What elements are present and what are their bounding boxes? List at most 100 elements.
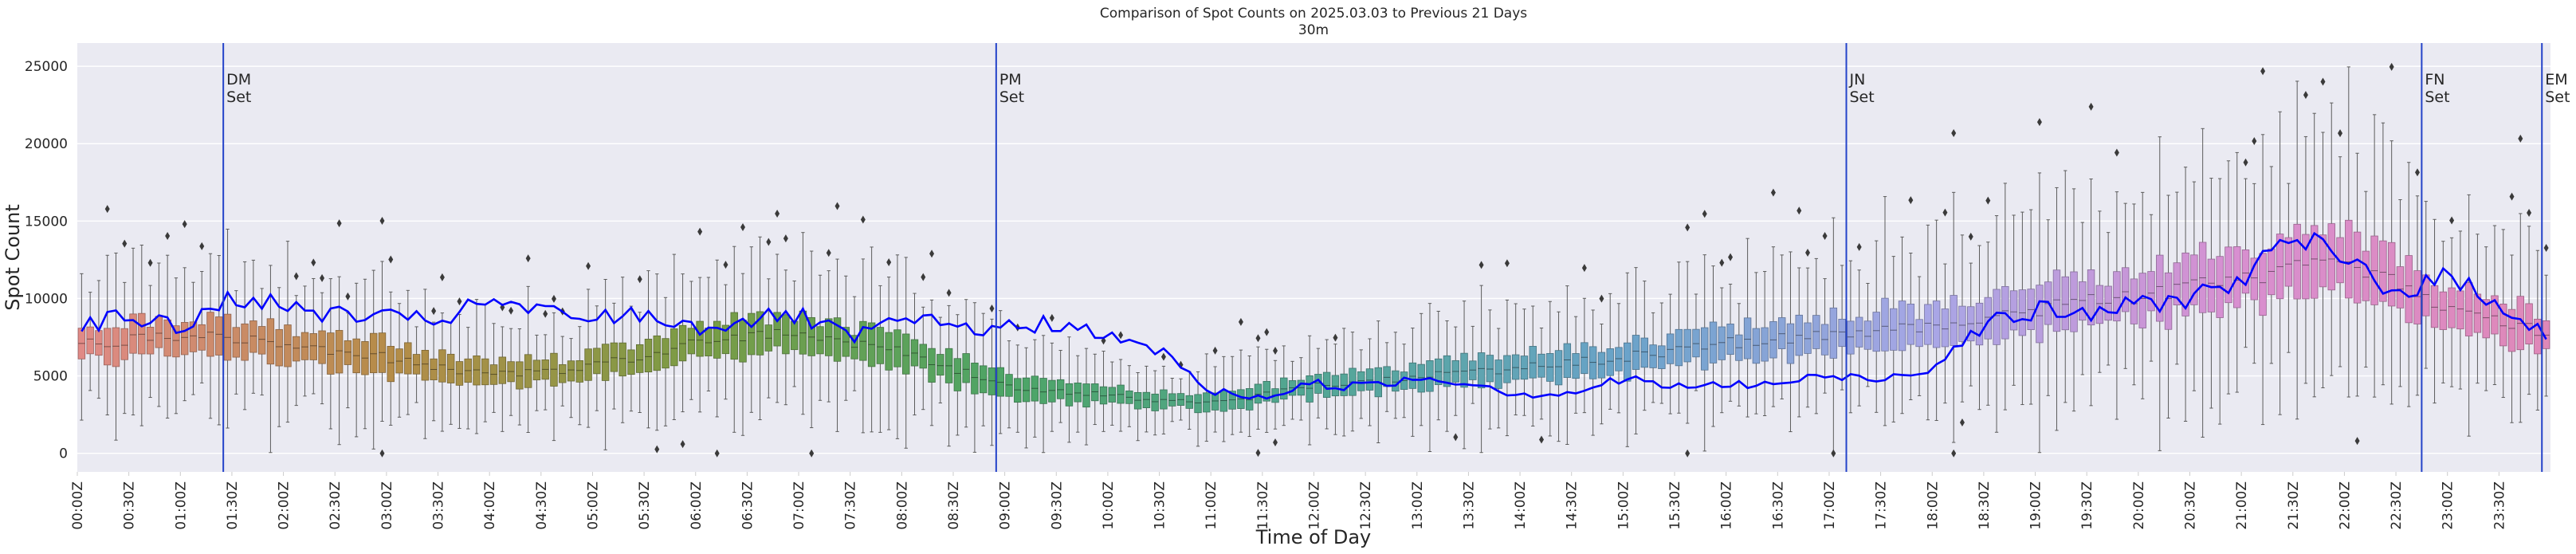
box — [1451, 326, 1459, 416]
box — [2121, 202, 2130, 369]
box-body — [2061, 276, 2069, 331]
outlier-point — [551, 294, 556, 303]
box-body — [2009, 290, 2018, 331]
x-tick-label: 13:30Z — [1461, 481, 1477, 530]
box — [2379, 122, 2387, 386]
outlier-point — [1951, 449, 1957, 458]
box-body — [902, 333, 910, 375]
box-body — [1048, 379, 1056, 403]
box — [198, 271, 206, 383]
outlier-point — [1212, 346, 1218, 355]
box-body — [1718, 326, 1726, 360]
box — [1306, 335, 1314, 446]
box — [1692, 293, 1700, 391]
box — [395, 303, 403, 418]
box — [1443, 320, 1451, 432]
box — [446, 321, 455, 425]
box — [430, 321, 438, 422]
box-body — [1597, 352, 1606, 379]
box — [636, 312, 644, 413]
x-tick-label: 04:00Z — [482, 481, 498, 530]
box — [1494, 328, 1502, 429]
y-axis-label: Spot Count — [2, 204, 24, 310]
box-body — [1675, 328, 1683, 367]
box — [773, 253, 781, 403]
box — [1168, 378, 1176, 422]
box — [2070, 188, 2078, 412]
outlier-point — [1719, 258, 1725, 267]
box — [739, 273, 747, 436]
box — [910, 293, 919, 416]
box-body — [2113, 271, 2121, 322]
box-body — [2095, 285, 2104, 324]
box-body — [86, 326, 94, 355]
box-body — [2379, 240, 2387, 302]
x-tick-label: 01:00Z — [173, 481, 189, 530]
outlier-point — [697, 227, 703, 236]
box — [412, 326, 421, 403]
box-body — [885, 332, 893, 371]
box-body — [421, 349, 430, 381]
box — [489, 323, 498, 413]
box — [112, 252, 120, 441]
box — [1906, 252, 1915, 400]
box — [1812, 257, 1820, 415]
box — [352, 282, 360, 438]
box — [2327, 102, 2335, 376]
box-body — [370, 332, 378, 374]
box-body — [180, 322, 189, 356]
box-body — [953, 358, 962, 391]
event-label: Set — [999, 88, 1024, 106]
box — [2464, 194, 2473, 437]
outlier-point — [1968, 232, 1973, 241]
box-body — [318, 330, 326, 364]
box — [1108, 361, 1117, 426]
outlier-point — [680, 440, 685, 449]
box — [249, 259, 257, 394]
box-body — [1855, 316, 1863, 348]
box-body — [696, 320, 704, 357]
box — [1365, 338, 1374, 426]
x-tick-label: 16:30Z — [1770, 481, 1786, 530]
box-body — [1777, 317, 1786, 349]
outlier-point — [525, 254, 531, 263]
outlier-point — [834, 202, 840, 210]
box — [2482, 246, 2490, 391]
box-body — [2362, 250, 2370, 301]
box-body — [2250, 257, 2258, 301]
box-body — [825, 318, 833, 356]
box — [2430, 218, 2439, 404]
box-body — [988, 367, 996, 395]
box — [859, 258, 867, 434]
box-body — [2345, 219, 2353, 299]
box — [2422, 201, 2430, 369]
x-tick-label: 08:30Z — [946, 481, 962, 530]
box — [2241, 178, 2250, 348]
box-body — [138, 312, 146, 355]
box — [1820, 278, 1829, 394]
box-body — [189, 321, 198, 352]
x-tick-label: 12:00Z — [1307, 481, 1323, 530]
box — [86, 292, 94, 391]
box-body — [1804, 322, 1812, 354]
box — [1881, 196, 1889, 426]
box — [2104, 232, 2112, 366]
box-body — [2241, 249, 2250, 294]
box-body — [2482, 299, 2490, 339]
box — [1262, 348, 1270, 433]
box — [1014, 344, 1022, 433]
box — [1615, 303, 1623, 414]
box — [1280, 345, 1288, 426]
box-body — [275, 328, 283, 367]
box-series — [77, 66, 2550, 454]
outlier-point — [1539, 435, 1545, 444]
box — [146, 285, 155, 399]
x-tick-label: 19:00Z — [2028, 481, 2044, 530]
x-tick-label: 08:00Z — [894, 481, 910, 530]
chart-title: Comparison of Spot Counts on 2025.03.03 … — [1100, 6, 1527, 22]
box-body — [1692, 328, 1700, 358]
outlier-point — [1942, 208, 1948, 217]
x-tick-label: 09:00Z — [998, 481, 1014, 530]
box-body — [2310, 225, 2319, 299]
box — [206, 253, 214, 419]
